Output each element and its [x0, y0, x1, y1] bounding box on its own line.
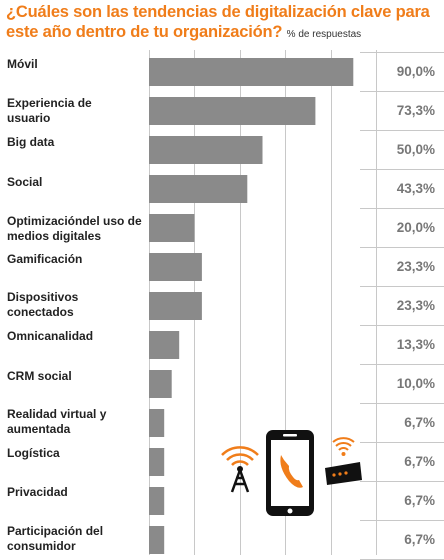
- bar-9: [149, 409, 165, 437]
- router-wifi-icon: [325, 437, 362, 485]
- value-label: 73,3%: [396, 103, 435, 118]
- chart-title-text: ¿Cuáles son las tendencias de digitaliza…: [6, 3, 430, 41]
- bar-7: [149, 331, 180, 359]
- category-label: Experiencia de usuario: [7, 96, 92, 125]
- value-label: 23,3%: [396, 298, 435, 313]
- bar-0: [149, 58, 354, 86]
- bar-4: [149, 214, 195, 242]
- unit-label: % de respuestas: [286, 29, 362, 40]
- value-label: 90,0%: [396, 64, 435, 79]
- value-label: 50,0%: [396, 142, 435, 157]
- category-label: Big data: [7, 135, 55, 149]
- chart-title: ¿Cuáles son las tendencias de digitaliza…: [6, 2, 442, 45]
- bar-8: [149, 370, 172, 398]
- bar-2: [149, 136, 263, 164]
- smartphone-phone-icon: [266, 430, 314, 516]
- bar-11: [149, 487, 165, 515]
- category-label: Dispositivos conectados: [7, 290, 79, 319]
- value-label: 6,7%: [404, 493, 435, 508]
- category-label: Participación del consumidor: [7, 524, 104, 553]
- value-label: 6,7%: [404, 532, 435, 547]
- bar-1: [149, 97, 316, 125]
- category-label: Optimizacióndel uso de medios digitales: [7, 214, 142, 243]
- category-label: Social: [7, 175, 43, 189]
- category-label: Móvil: [7, 57, 38, 71]
- value-label: 20,0%: [396, 220, 435, 235]
- value-label: 10,0%: [396, 376, 435, 391]
- category-label: Omnicanalidad: [7, 329, 94, 343]
- value-label: 6,7%: [404, 454, 435, 469]
- value-label: 23,3%: [396, 259, 435, 274]
- bar-12: [149, 526, 165, 554]
- value-label: 6,7%: [404, 415, 435, 430]
- bar-3: [149, 175, 248, 203]
- category-label: Realidad virtual y aumentada: [7, 407, 107, 436]
- bar-5: [149, 253, 202, 281]
- value-label: 43,3%: [396, 181, 435, 196]
- category-label: Gamificación: [7, 252, 83, 266]
- category-label: Logística: [7, 446, 60, 460]
- antenna-icon: [221, 446, 259, 493]
- bar-6: [149, 292, 202, 320]
- value-label: 13,3%: [396, 337, 435, 352]
- category-label: Privacidad: [7, 485, 68, 499]
- bar-10: [149, 448, 165, 476]
- category-label: CRM social: [7, 369, 72, 383]
